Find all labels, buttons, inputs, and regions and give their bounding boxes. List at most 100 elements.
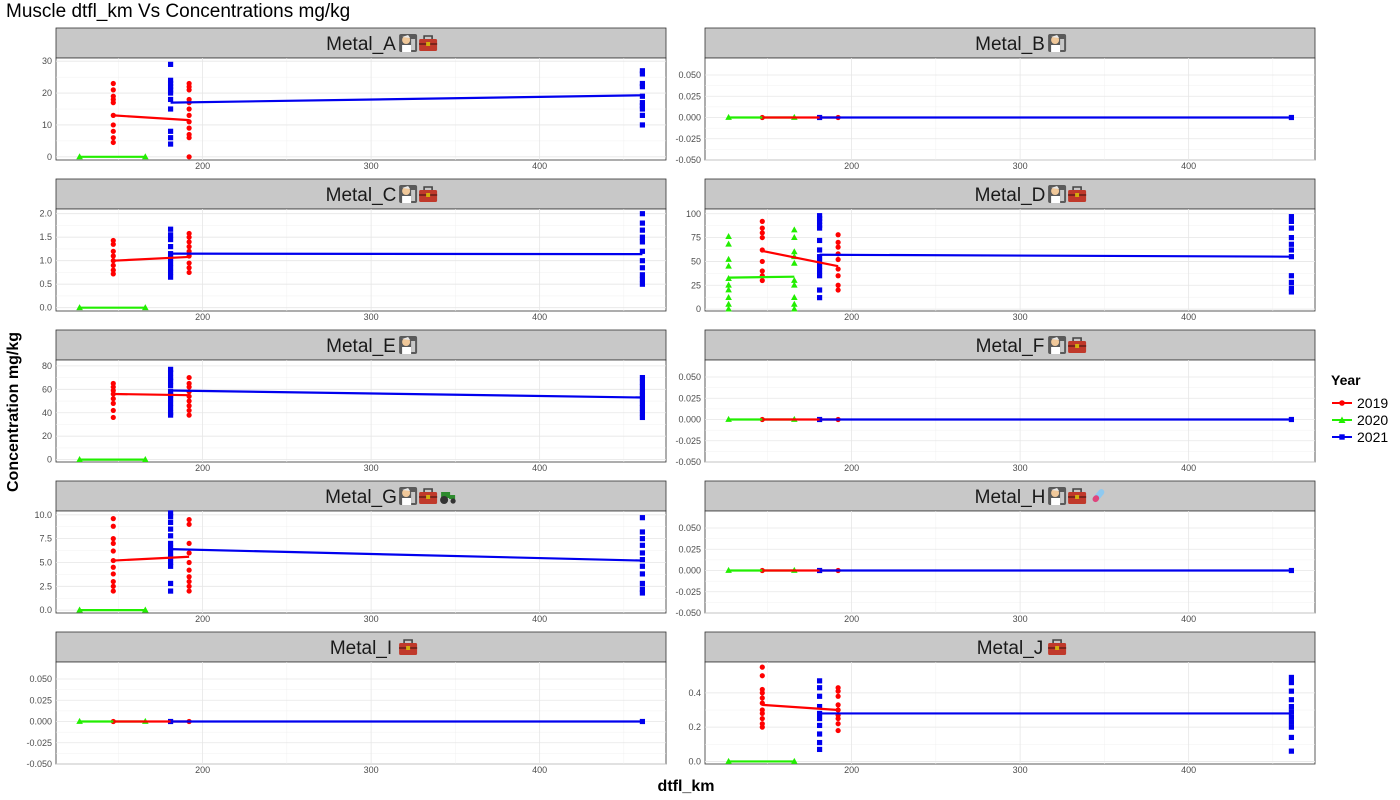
y-tick-label: 7.5 [39,534,52,544]
point-2020 [725,300,732,307]
point-2021 [167,526,174,532]
point-2021 [167,514,174,520]
trend-line-2021 [170,548,643,562]
facet-strip-label: Metal_I [330,638,392,659]
facet-strip-label: Metal_G [325,487,397,508]
point-2019 [759,710,765,717]
point-2021 [639,103,646,109]
point-2021 [1288,241,1295,247]
y-tick-label: 0.025 [678,393,701,403]
point-2019 [110,571,116,577]
point-2021 [1288,703,1295,710]
scientist-icon [1048,336,1067,354]
toolbox-icon-latch [1075,344,1080,348]
point-2019 [759,673,765,679]
point-2021 [167,80,174,87]
legend-label-2020: 2020 [1357,411,1389,428]
x-tick-label: 300 [1013,161,1028,171]
point-2019 [110,536,116,542]
trend-line-2019 [113,555,190,562]
point-2019 [186,135,192,141]
point-2019 [835,244,841,250]
scientist-icon [399,185,418,203]
y-tick-label: -0.050 [675,608,701,618]
point-2021 [1288,214,1295,220]
point-2021 [816,268,823,274]
toolbox-icon-latch [426,495,431,499]
point-2021 [639,536,646,542]
point-2020 [791,259,798,266]
point-2021 [639,410,646,416]
scientist-icon-head [1051,187,1060,195]
x-tick-label: 400 [532,765,547,775]
point-2021 [167,260,174,266]
point-2021 [167,550,174,556]
y-tick-label: 80 [42,361,52,371]
scientist-icon-coat [402,347,412,354]
facet-strip-label: Metal_F [976,336,1045,357]
point-2020 [725,262,732,269]
point-2019 [835,707,841,713]
point-2021 [816,739,823,746]
legend: Year 2019 2020 2021 [1331,372,1388,445]
point-2021 [167,96,174,103]
y-tick-label: 0 [47,455,52,465]
scientist-icon-tool [411,39,416,50]
toolbox-icon [419,186,438,202]
point-2021 [1288,719,1295,725]
x-tick-label: 300 [1013,765,1028,775]
point-2020 [791,305,798,312]
point-2019 [759,724,765,730]
point-2021 [167,588,174,594]
point-2019 [835,239,841,245]
facet-strip [55,27,667,59]
point-2021 [639,84,646,90]
scientist-icon-tool [1060,190,1065,201]
legend-key-2020 [1332,416,1352,423]
point-2021 [167,378,174,384]
point-2019 [835,266,841,272]
y-tick-label: -0.050 [675,155,701,165]
scientist-icon-head [402,187,411,195]
point-2019 [186,578,192,585]
tractor-icon-wheel-rear [440,496,449,504]
point-2021 [639,227,646,233]
scientist-icon-tool [1060,39,1065,50]
scientist-icon-tool [411,190,416,201]
toolbox-icon-handle [1072,488,1082,492]
scientist-icon-hair [402,186,411,189]
facet-panel [55,510,667,614]
point-2021 [167,400,174,406]
toolbox-icon [419,35,438,51]
x-tick-label: 400 [1181,463,1196,473]
point-2021 [167,236,174,243]
point-2021 [167,370,174,376]
point-2019 [186,265,192,271]
point-2019 [186,550,192,556]
y-tick-label: 2.0 [39,209,52,219]
point-2019 [759,695,765,701]
tractor-icon-wheel-front [450,498,456,504]
facet-panel [704,57,1316,161]
point-2021 [639,586,646,592]
point-2020 [725,286,732,293]
point-2021 [816,715,823,722]
point-2019 [110,139,116,146]
point-2019 [186,407,192,414]
y-tick-label: 0.0 [39,605,52,615]
facet-strip-label: Metal_A [326,34,396,55]
facet-strip [55,329,667,361]
legend-item-2020: 2020 [1331,411,1388,428]
point-2021 [639,590,646,596]
point-2020 [791,226,798,233]
point-2019 [110,564,116,570]
point-2019 [835,727,841,734]
x-tick-label: 200 [844,463,859,473]
point-2021 [167,383,174,389]
y-tick-label: 0.000 [678,113,701,123]
trend-line-2020 [728,275,795,279]
point-2019 [759,218,765,224]
facet-strip [704,178,1316,210]
scientist-icon-head [402,489,411,497]
